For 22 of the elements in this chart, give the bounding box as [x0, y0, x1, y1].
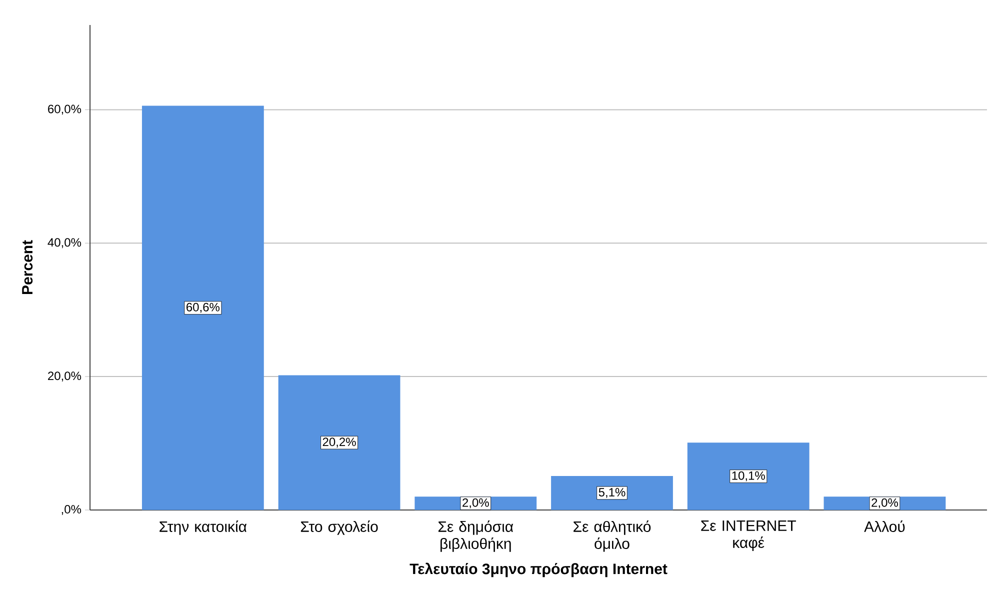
x-tick-label: Σε αθλητικό όμιλο: [574, 520, 651, 552]
y-tick-label: ,0%: [62, 505, 82, 515]
bar: [278, 375, 400, 510]
bar: [551, 476, 673, 510]
y-tick-label: 40,0%: [48, 238, 82, 248]
x-tick-label: Στο σχολείο: [300, 520, 378, 535]
data-label: 5,1%: [598, 488, 626, 498]
x-tick-label: Σε INTERNET καφέ: [701, 520, 796, 551]
data-label: 2,0%: [462, 498, 489, 508]
bar: [687, 442, 810, 510]
data-label: 60,6%: [186, 302, 220, 313]
data-label: 20,2%: [322, 438, 356, 448]
y-tick-label: 20,0%: [48, 372, 82, 382]
data-label: 10,1%: [732, 471, 765, 482]
bar: [142, 106, 264, 510]
x-axis-title: Τελευταίο 3μηνο πρόσβαση Internet: [410, 562, 668, 578]
y-axis-title: Percent: [22, 240, 33, 294]
x-tick-label: Στην κατοικία: [160, 520, 247, 535]
y-tick-label: 60,0%: [48, 104, 82, 115]
x-tick-label: Αλλού: [864, 520, 905, 532]
data-label: 2,0%: [872, 498, 898, 508]
x-tick-label: Σε δημόσια βιβλιοθήκη: [438, 520, 514, 552]
